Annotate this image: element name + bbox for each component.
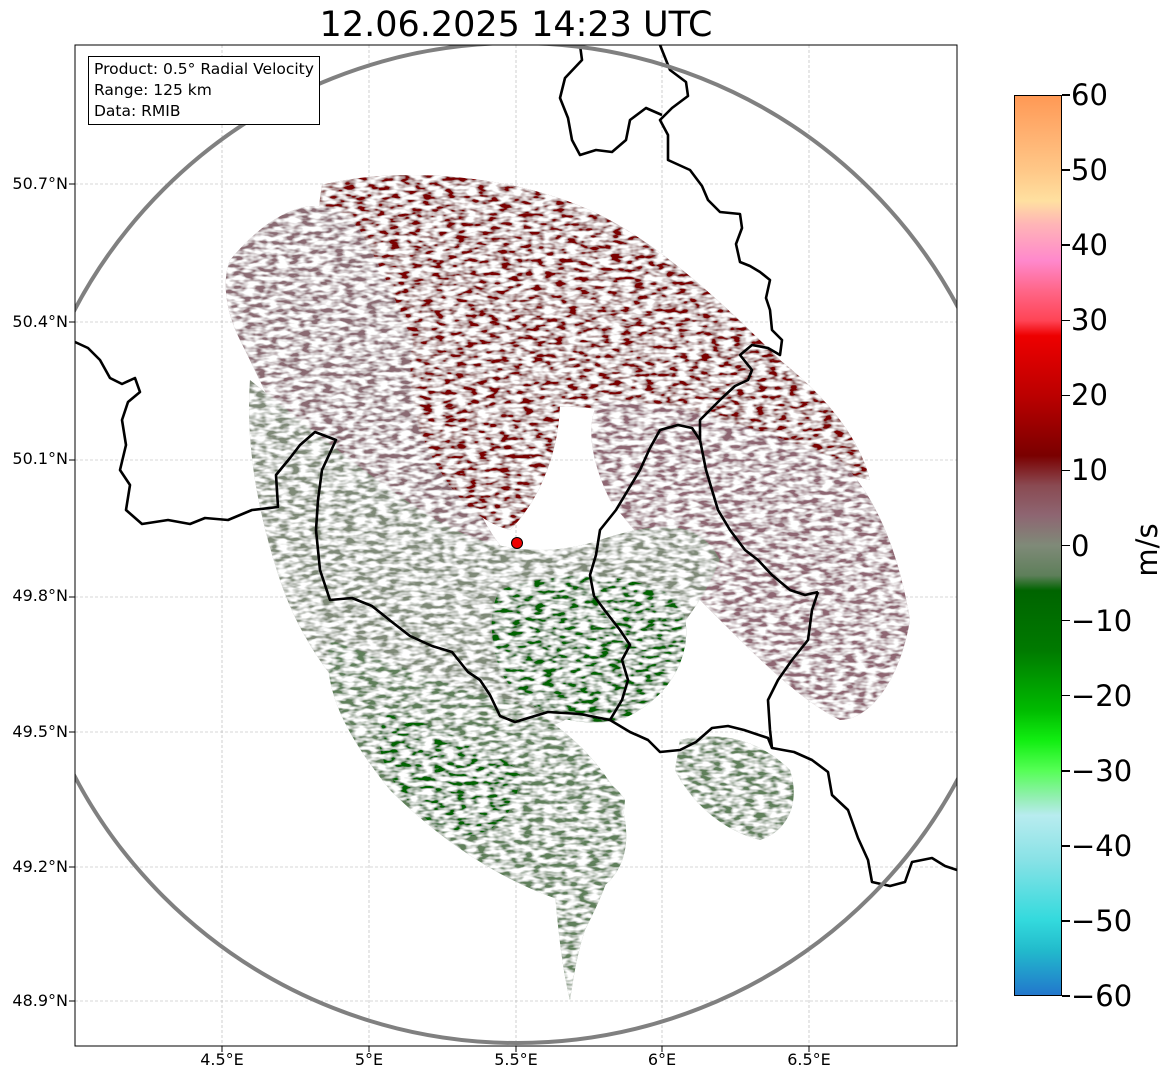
product-label: Product: 0.5° Radial Velocity: [94, 60, 314, 78]
lat-tick-label: 50.4°N: [12, 312, 68, 331]
lon-tick-label: 6.5°E: [787, 1050, 831, 1069]
colorbar-tick: [1062, 619, 1070, 622]
lat-tick-label: 50.7°N: [12, 174, 68, 193]
lon-tick-label: 5°E: [354, 1050, 384, 1069]
colorbar-tick: [1062, 169, 1070, 171]
echo-inbound-east: [591, 400, 910, 720]
border-belgium-germany: [658, 45, 784, 440]
colorbar-tick: [1062, 770, 1070, 772]
radar-site-marker: [511, 537, 523, 549]
country-borders: [75, 45, 957, 888]
colorbar-tick-label: −40: [1071, 828, 1133, 863]
border-belgium-netherlands: [558, 45, 663, 157]
colorbar-tick: [1062, 469, 1070, 472]
product-info-box: Product: 0.5° Radial Velocity Range: 125…: [88, 56, 320, 125]
colorbar-tick: [1062, 94, 1070, 96]
colorbar-tick-label: −10: [1071, 603, 1133, 638]
echo-inbound-northwest: [225, 206, 500, 555]
colorbar-tick-label: 10: [1071, 453, 1108, 488]
lat-tick-label: 48.9°N: [12, 991, 68, 1010]
colorbar-tick-label: −30: [1071, 753, 1133, 788]
lat-tick-label: 50.1°N: [12, 449, 68, 468]
colorbar-tick-label: 60: [1071, 78, 1108, 112]
echo-outbound-core: [491, 576, 687, 723]
lat-tick-label: 49.8°N: [12, 586, 68, 605]
velocity-echoes: [225, 175, 910, 1000]
border-luxembourg-france: [609, 718, 774, 754]
border-luxembourg-germany-france: [766, 591, 957, 888]
colorbar-tick: [1062, 544, 1070, 547]
y-tick-marks: [69, 183, 75, 1002]
colorbar-tick-label: 40: [1071, 228, 1108, 263]
colorbar-tick-label: 50: [1071, 153, 1108, 188]
lat-tick-label: 49.2°N: [12, 857, 68, 876]
border-france-belgium: [75, 340, 611, 724]
colorbar-tick: [1062, 394, 1070, 397]
colorbar-tick-label: 30: [1071, 303, 1108, 338]
velocity-colorbar: [1014, 95, 1062, 996]
lat-tick-label: 49.5°N: [12, 722, 68, 741]
map-title: 12.06.2025 14:23 UTC: [319, 5, 713, 45]
colorbar-tick-label: −50: [1071, 903, 1133, 938]
lon-tick-label: 4.5°E: [200, 1050, 244, 1069]
lon-tick-label: 5.5°E: [494, 1050, 538, 1069]
colorbar-tick-label: 0: [1071, 528, 1090, 563]
colorbar-tick-label: −60: [1071, 979, 1133, 1013]
colorbar-tick-label: 20: [1071, 378, 1108, 413]
echo-south-tail: [546, 768, 625, 1000]
colorbar-tick: [1062, 319, 1070, 321]
colorbar-tick: [1062, 845, 1070, 847]
data-source-label: Data: RMIB: [94, 102, 181, 120]
border-belgium-luxembourg: [588, 423, 819, 721]
echo-southeast: [675, 736, 794, 840]
echo-inbound-core: [410, 330, 560, 530]
colorbar-tick: [1062, 244, 1070, 246]
lon-tick-label: 6°E: [647, 1050, 677, 1069]
echo-outbound-south: [378, 710, 520, 837]
range-label: Range: 125 km: [94, 81, 212, 99]
range-ring: [75, 45, 957, 1045]
colorbar-tick: [1062, 920, 1070, 922]
colorbar-tick: [1062, 694, 1070, 697]
x-tick-marks: [221, 1046, 810, 1052]
colorbar-unit-label: m/s: [1127, 523, 1167, 576]
colorbar-tick-label: −20: [1071, 678, 1133, 713]
colorbar-tick: [1062, 995, 1070, 997]
unit-text: m/s: [1130, 523, 1164, 577]
